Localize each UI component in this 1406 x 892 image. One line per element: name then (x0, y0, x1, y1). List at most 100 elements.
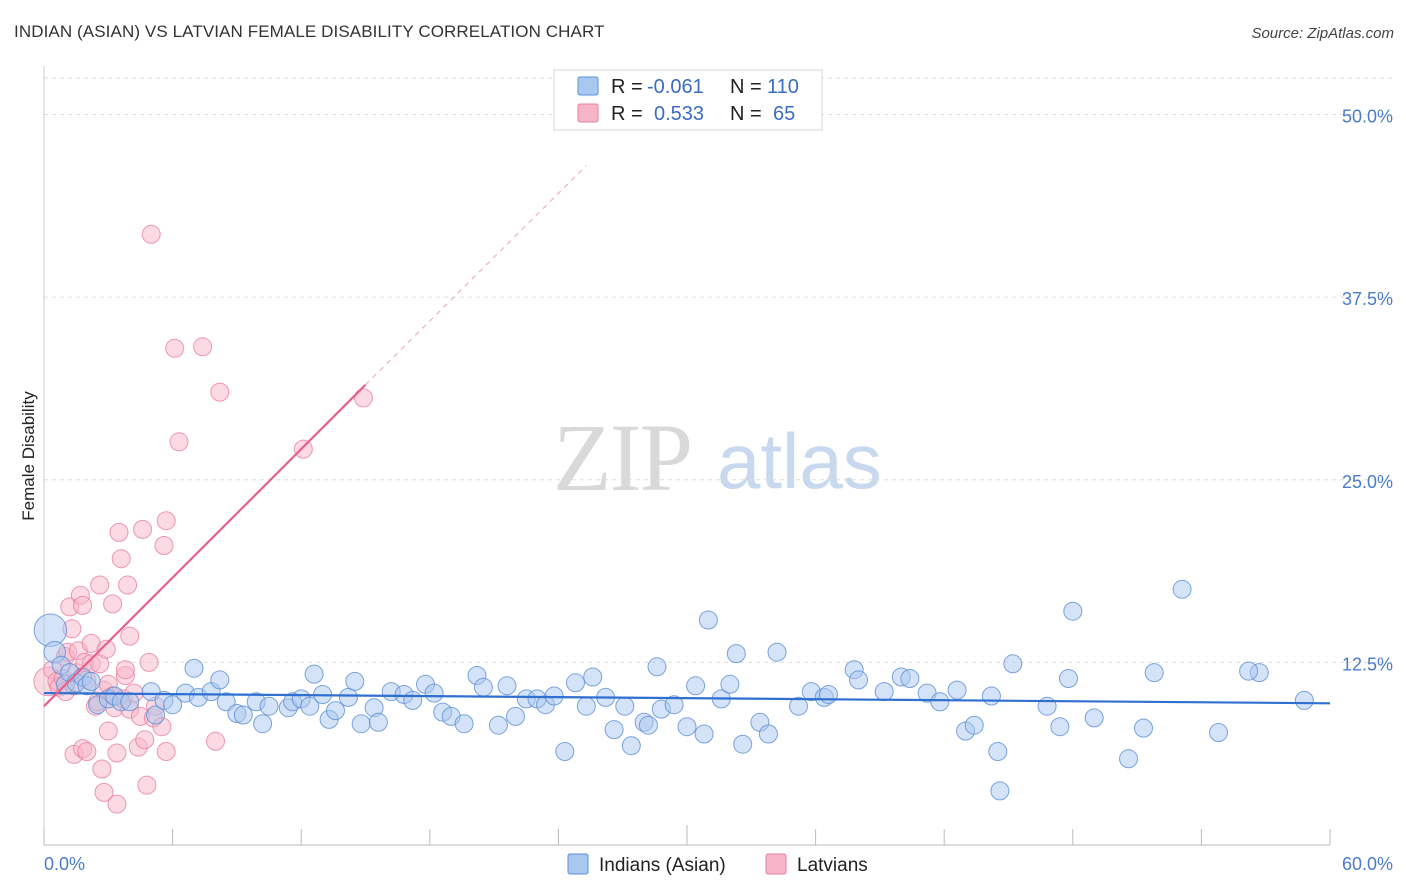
indians-point-104 (1063, 601, 1083, 621)
latvians-point-65 (353, 388, 373, 408)
indians-point-73 (686, 676, 706, 696)
indians-point-100 (1003, 654, 1023, 674)
series-legend-swatch-indians (567, 853, 589, 875)
latvians-point-37 (109, 522, 129, 542)
indians-point-61 (576, 696, 596, 716)
y-tick-label-3: 50.0% (1342, 107, 1393, 127)
indians-point-79 (733, 734, 753, 754)
indians-point-102 (1050, 717, 1070, 737)
correlation-legend: R = -0.061 N = 110 R = 0.533 N = 65 (553, 69, 823, 131)
latvians-point-50 (137, 775, 157, 795)
trend-lines (43, 165, 1331, 707)
latvians-point-49 (135, 730, 155, 750)
indians-point-22 (210, 670, 230, 690)
indians-point-37 (338, 687, 358, 707)
indians-point-91 (900, 669, 920, 688)
latvians-point-43 (120, 626, 140, 646)
indians-point-82 (767, 642, 787, 662)
indians-point-36 (326, 701, 345, 721)
indians-point-25 (233, 705, 253, 725)
legend-swatch-blue (577, 76, 599, 96)
watermark-atlas: atlas (717, 417, 882, 505)
latvians-point-28 (94, 782, 114, 802)
indians-point-51 (473, 677, 493, 697)
latvians-point-41 (115, 660, 135, 680)
indians-point-86 (819, 685, 838, 704)
indians-point-19 (184, 658, 204, 678)
indians-point-38 (345, 671, 365, 691)
indians-point-99 (990, 781, 1010, 801)
indians-point-83 (789, 696, 808, 716)
series-legend-label-latvians: Latvians (797, 855, 868, 876)
indians-point-88 (849, 670, 868, 690)
legend-r-value-1: -0.061 (647, 76, 704, 98)
indians-point-68 (638, 715, 658, 735)
legend-r-label-1: R = (611, 76, 643, 98)
indians-point-89 (874, 682, 894, 702)
indians-point-33 (304, 664, 324, 684)
indians-point-98 (988, 742, 1008, 761)
legend-r-value-2: 0.533 (654, 103, 704, 125)
indians-point-105 (1084, 708, 1104, 728)
latvians-point-42 (118, 575, 138, 595)
indians-point-72 (677, 717, 697, 737)
indians-point-60 (566, 673, 585, 693)
indians-point-103 (1059, 669, 1078, 688)
latvians-point-60 (169, 432, 189, 452)
indians-point-49 (454, 714, 474, 734)
latvians-trend-line (43, 384, 367, 707)
latvians-point-15 (73, 595, 93, 615)
indians-point-28 (259, 696, 279, 716)
indians-point-32 (300, 696, 320, 716)
latvians-point-36 (107, 794, 127, 814)
legend-n-value-2: 65 (773, 103, 795, 125)
series-legend-label-indians: Indians (Asian) (599, 855, 726, 876)
latvians-point-64 (293, 439, 313, 459)
indians-point-27 (253, 714, 273, 734)
indians-point-81 (758, 724, 778, 744)
latvians-point-63 (210, 382, 230, 402)
latvians-point-62 (206, 731, 225, 751)
indians-point-107 (1134, 718, 1153, 738)
indians-point-97 (981, 686, 1001, 706)
indians-point-59 (555, 742, 575, 761)
indians-point-96 (964, 715, 984, 735)
axes (43, 66, 1331, 846)
latvians-trend-extension (365, 165, 587, 386)
indians-point-39 (351, 714, 371, 734)
indians-point-62 (583, 667, 603, 687)
indians-point-23 (216, 692, 236, 712)
legend-r-label-2: R = (611, 103, 643, 125)
indians-point-0 (33, 613, 68, 647)
indians-point-53 (497, 676, 517, 696)
indians-point-66 (621, 736, 641, 756)
y-tick-labels: 12.5% 25.0% 37.5% 50.0% (1342, 107, 1393, 675)
latvians-point-48 (133, 519, 153, 539)
latvians-point-56 (154, 536, 174, 555)
latvians-point-58 (156, 742, 176, 761)
latvians-point-26 (92, 759, 112, 779)
legend-n-label-1: N = (730, 76, 762, 98)
latvians-point-38 (111, 549, 131, 569)
indians-point-109 (1172, 579, 1192, 599)
latvians-point-29 (96, 639, 116, 659)
latvians-point-57 (156, 511, 176, 531)
legend-box (553, 69, 823, 131)
latvians-point-52 (141, 224, 161, 244)
latvians-point-33 (103, 594, 123, 614)
indians-trend-line (43, 691, 1331, 705)
indians-point-112 (1294, 690, 1314, 710)
indians-point-110 (1209, 723, 1228, 742)
latvians-point-18 (77, 742, 97, 761)
latvians-point-59 (165, 338, 185, 358)
y-axis-title: Female Disability (19, 391, 38, 521)
legend-swatch-pink (577, 103, 599, 123)
x-tick-label-left: 0.0% (44, 854, 85, 874)
indians-point-15 (146, 705, 165, 725)
indians-point-13 (120, 692, 140, 712)
watermark-zip: ZIP (553, 404, 691, 511)
legend-n-label-2: N = (730, 103, 762, 125)
latvians-point-35 (107, 743, 127, 763)
indians-point-74 (694, 724, 714, 744)
